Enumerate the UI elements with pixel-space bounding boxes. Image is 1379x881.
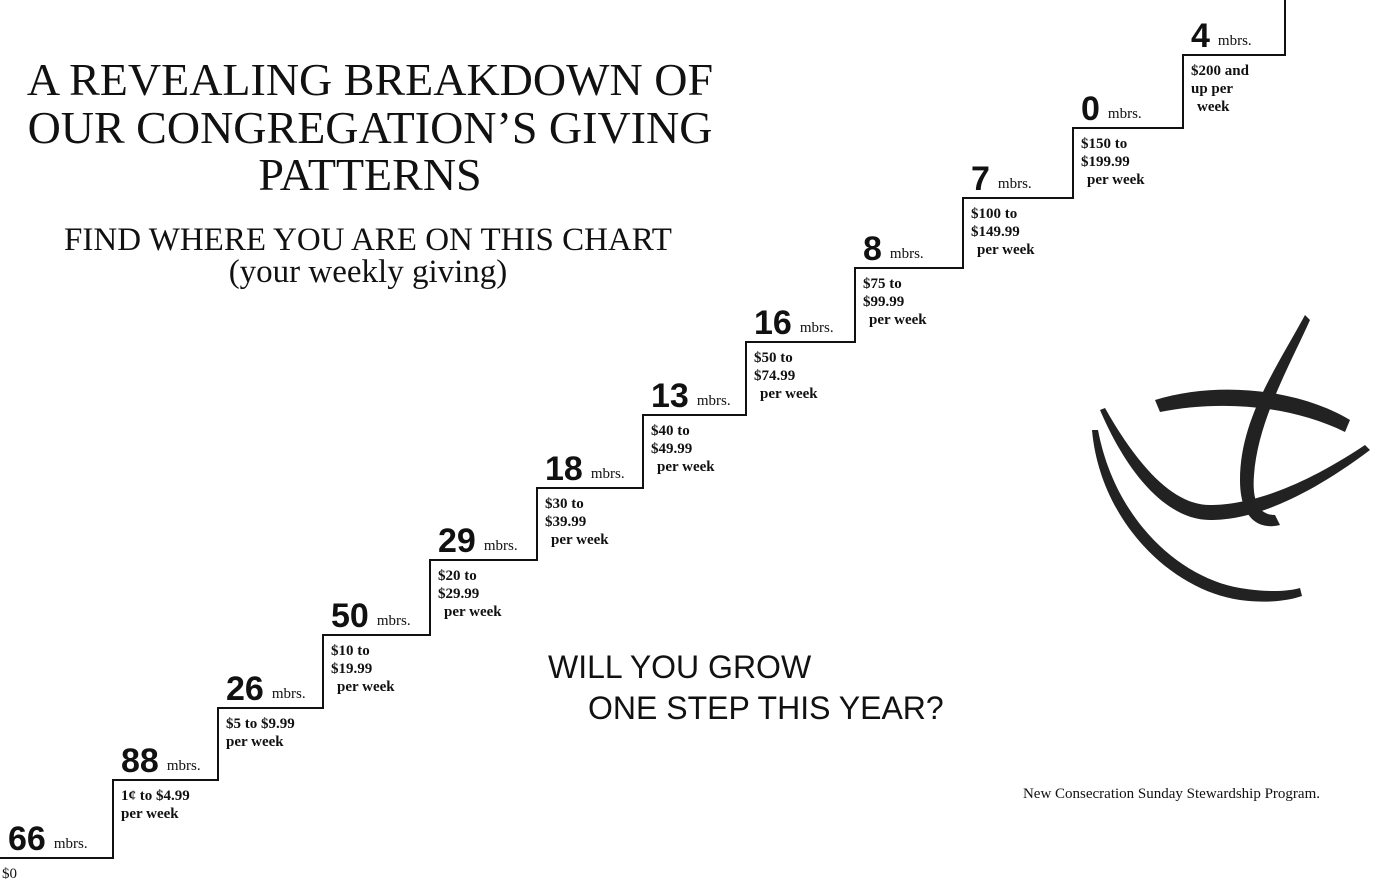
giving-range: $150 to: [1081, 136, 1127, 152]
subtitle-line: (your weekly giving): [229, 254, 508, 290]
giving-range: per week: [869, 312, 927, 328]
member-count: 26: [226, 670, 264, 708]
giving-range: $100 to: [971, 206, 1017, 222]
giving-range: per week: [444, 604, 502, 620]
member-count: 13: [651, 377, 689, 415]
member-unit: mbrs.: [890, 246, 924, 262]
giving-range: per week: [226, 734, 284, 750]
giving-range: per week: [121, 806, 179, 822]
giving-range: $29.99: [438, 586, 479, 602]
giving-range: $75 to: [863, 276, 902, 292]
giving-range: $99.99: [863, 294, 904, 310]
title-line: PATTERNS: [258, 149, 481, 200]
footer: New Consecration Sunday Stewardship Prog…: [1023, 786, 1320, 802]
giving-range: $0: [2, 866, 17, 881]
member-unit: mbrs.: [1108, 106, 1142, 122]
giving-range: 1¢ to $4.99: [121, 788, 190, 804]
giving-range: $10 to: [331, 643, 370, 659]
member-count: 50: [331, 597, 369, 635]
giving-range: $20 to: [438, 568, 477, 584]
giving-range: per week: [551, 532, 609, 548]
giving-range: per week: [657, 459, 715, 475]
giving-range: $40 to: [651, 423, 690, 439]
giving-range: week: [1197, 99, 1230, 115]
subtitle-line: FIND WHERE YOU ARE ON THIS CHART: [64, 222, 672, 258]
member-unit: mbrs.: [272, 686, 306, 702]
member-unit: mbrs.: [484, 538, 518, 554]
member-unit: mbrs.: [1218, 33, 1252, 49]
member-unit: mbrs.: [697, 393, 731, 409]
giving-range: $74.99: [754, 368, 795, 384]
member-count: 4: [1191, 17, 1210, 55]
giving-range: $199.99: [1081, 154, 1130, 170]
member-unit: mbrs.: [998, 176, 1032, 192]
member-unit: mbrs.: [167, 758, 201, 774]
giving-range: per week: [1087, 172, 1145, 188]
title-line: OUR CONGREGATION’S GIVING: [28, 102, 713, 153]
giving-range: $39.99: [545, 514, 586, 530]
member-count: 66: [8, 820, 46, 858]
member-count: 16: [754, 304, 792, 342]
member-unit: mbrs.: [54, 836, 88, 852]
giving-range: $5 to $9.99: [226, 716, 295, 732]
member-unit: mbrs.: [800, 320, 834, 336]
giving-range: $49.99: [651, 441, 692, 457]
giving-range: per week: [337, 679, 395, 695]
member-count: 18: [545, 450, 583, 488]
slogan-line: ONE STEP THIS YEAR?: [588, 690, 944, 726]
giving-range: up per: [1191, 81, 1233, 97]
page: A REVEALING BREAKDOWN OF OUR CONGREGATIO…: [0, 0, 1379, 881]
member-count: 7: [971, 160, 990, 198]
giving-range: per week: [760, 386, 818, 402]
slogan-line: WILL YOU GROW: [548, 649, 812, 685]
member-count: 8: [863, 230, 882, 268]
giving-range: per week: [977, 242, 1035, 258]
member-count: 88: [121, 742, 159, 780]
giving-range: $50 to: [754, 350, 793, 366]
member-count: 29: [438, 522, 476, 560]
member-unit: mbrs.: [591, 466, 625, 482]
giving-range: $30 to: [545, 496, 584, 512]
member-unit: mbrs.: [377, 613, 411, 629]
member-count: 0: [1081, 90, 1100, 128]
title-line: A REVEALING BREAKDOWN OF: [27, 54, 713, 105]
giving-range: $19.99: [331, 661, 372, 677]
giving-range: $200 and: [1191, 63, 1250, 79]
giving-range: $149.99: [971, 224, 1020, 240]
